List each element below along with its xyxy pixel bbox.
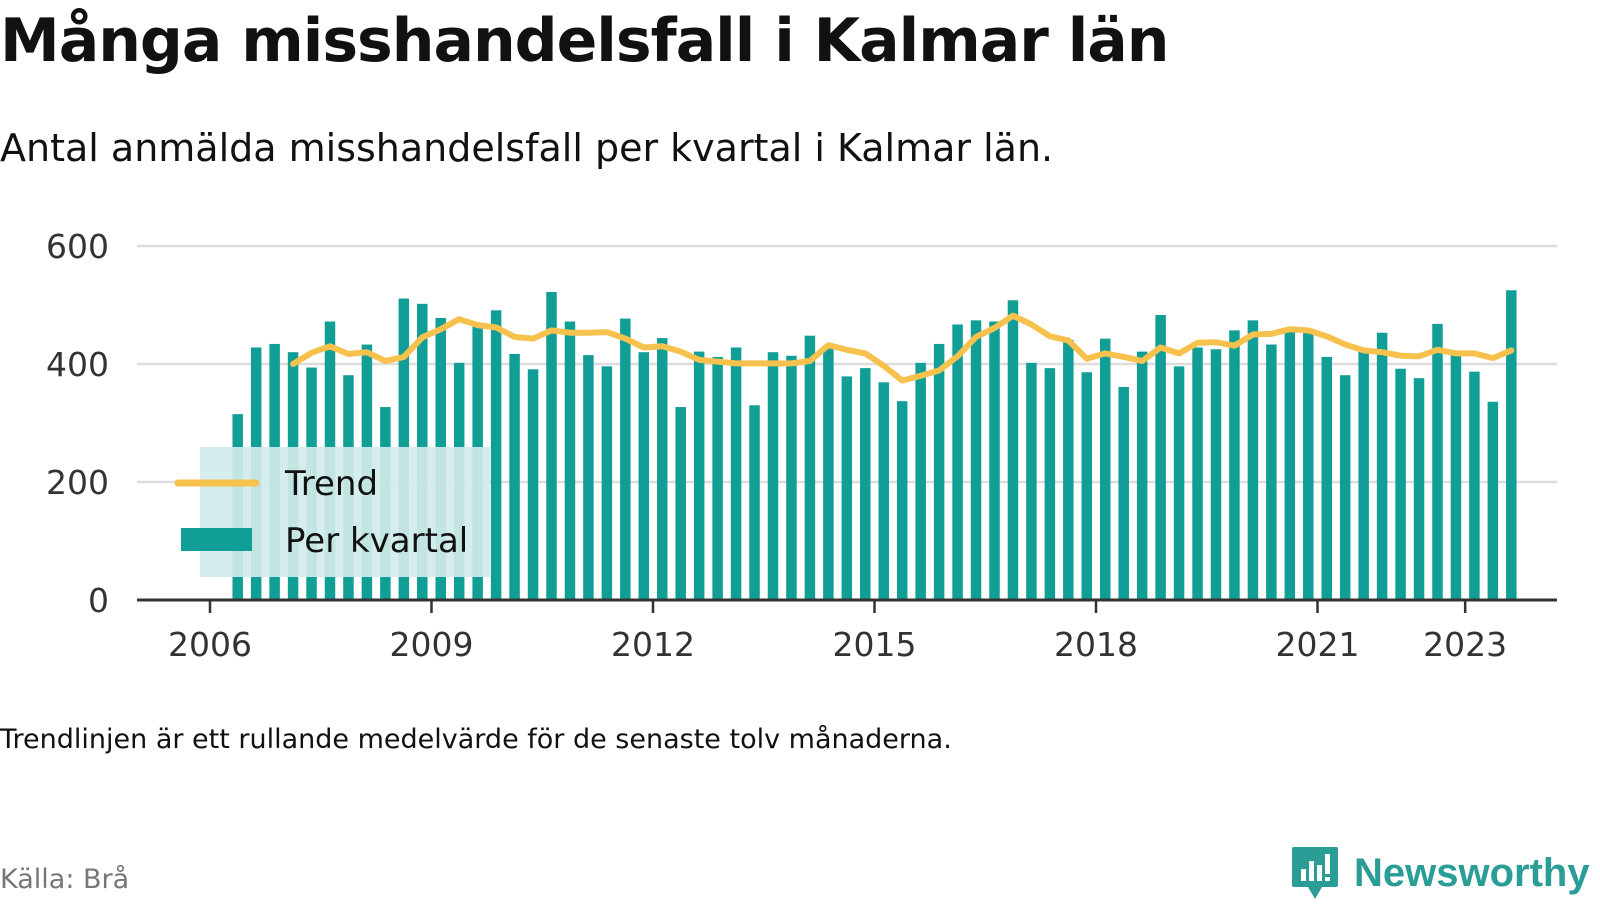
- bar: [675, 407, 686, 600]
- bar: [1081, 372, 1093, 600]
- legend: Trend Per kvartal: [174, 447, 490, 577]
- bar: [933, 343, 945, 600]
- x-tick-label: 2018: [1054, 625, 1138, 664]
- bar: [1210, 349, 1222, 600]
- bar: [564, 321, 576, 600]
- bar: [1413, 378, 1425, 600]
- chart-title: Många misshandelsfall i Kalmar län: [0, 6, 1169, 76]
- bar: [509, 353, 520, 600]
- y-axis-labels: 0 200 400 600: [46, 227, 109, 620]
- bar: [656, 338, 668, 600]
- x-tick-label: 2023: [1423, 625, 1507, 664]
- bar: [989, 321, 1000, 600]
- source-text: Källa: Brå: [0, 864, 130, 895]
- legend-bar-swatch: [181, 528, 252, 551]
- x-tick-label: 2009: [390, 625, 474, 664]
- bar: [1026, 362, 1037, 600]
- bar: [970, 320, 982, 600]
- bar: [1229, 330, 1240, 600]
- legend-trend-label: Trend: [284, 464, 378, 504]
- bar: [1266, 344, 1277, 600]
- legend-bar-label: Per kvartal: [285, 521, 468, 561]
- bar: [1247, 320, 1259, 600]
- bar: [1192, 347, 1203, 600]
- y-tick-label: 0: [88, 581, 109, 620]
- bar: [712, 356, 723, 600]
- bar: [1450, 352, 1462, 600]
- bar: [1136, 351, 1148, 600]
- x-tick-label: 2012: [611, 625, 695, 664]
- bar: [1321, 356, 1332, 600]
- bar: [638, 352, 650, 600]
- x-tick-label: 2015: [833, 625, 917, 664]
- bar: [527, 369, 539, 600]
- brand-name: Newsworthy: [1354, 850, 1590, 895]
- bar: [1007, 300, 1019, 600]
- bar: [786, 355, 797, 600]
- bar: [1469, 371, 1480, 600]
- bar: [767, 352, 779, 600]
- bar: [952, 324, 963, 600]
- bar: [1339, 375, 1351, 600]
- bar: [1303, 332, 1314, 600]
- y-tick-label: 600: [46, 227, 109, 266]
- y-tick-label: 200: [46, 463, 109, 502]
- bar: [730, 347, 742, 600]
- trend-series: [290, 312, 1515, 384]
- y-tick-label: 400: [46, 345, 109, 384]
- bar: [860, 368, 871, 600]
- bar: [1358, 351, 1369, 600]
- bar: [693, 351, 705, 600]
- x-tick-label: 2006: [168, 625, 252, 664]
- bar: [601, 366, 613, 600]
- bar: [823, 348, 834, 600]
- bar: [1099, 338, 1111, 600]
- bar: [1063, 339, 1074, 600]
- bar: [546, 292, 557, 600]
- bar: [1044, 368, 1056, 600]
- bar: [1173, 366, 1185, 600]
- bar: [1432, 323, 1443, 600]
- bar: [1395, 368, 1406, 600]
- brand-logo[interactable]: Newsworthy: [1290, 842, 1590, 904]
- bar: [749, 405, 760, 600]
- bar: [841, 376, 853, 600]
- bar: [804, 335, 816, 600]
- bar: [1506, 290, 1517, 600]
- trend-line: [290, 312, 1515, 384]
- bar: [620, 318, 631, 600]
- bar: [1118, 387, 1129, 600]
- x-tick-label: 2021: [1276, 625, 1360, 664]
- chart-subtitle: Antal anmälda misshandelsfall per kvarta…: [0, 126, 1054, 170]
- footnote: Trendlinjen är ett rullande medelvärde f…: [0, 724, 952, 755]
- bar: [878, 382, 889, 600]
- bar: [583, 355, 594, 600]
- bar: [1155, 315, 1166, 600]
- bar: [1284, 331, 1296, 600]
- bar: [896, 401, 908, 600]
- chart-speech-bubble-icon: [1292, 847, 1338, 899]
- bar: [915, 362, 926, 600]
- legend-background: [200, 447, 490, 577]
- bar: [1376, 332, 1388, 600]
- bar: [490, 310, 502, 600]
- x-axis: 2006 2009 2012 2015 2018 2021 2023: [137, 598, 1557, 664]
- bar: [1487, 401, 1499, 600]
